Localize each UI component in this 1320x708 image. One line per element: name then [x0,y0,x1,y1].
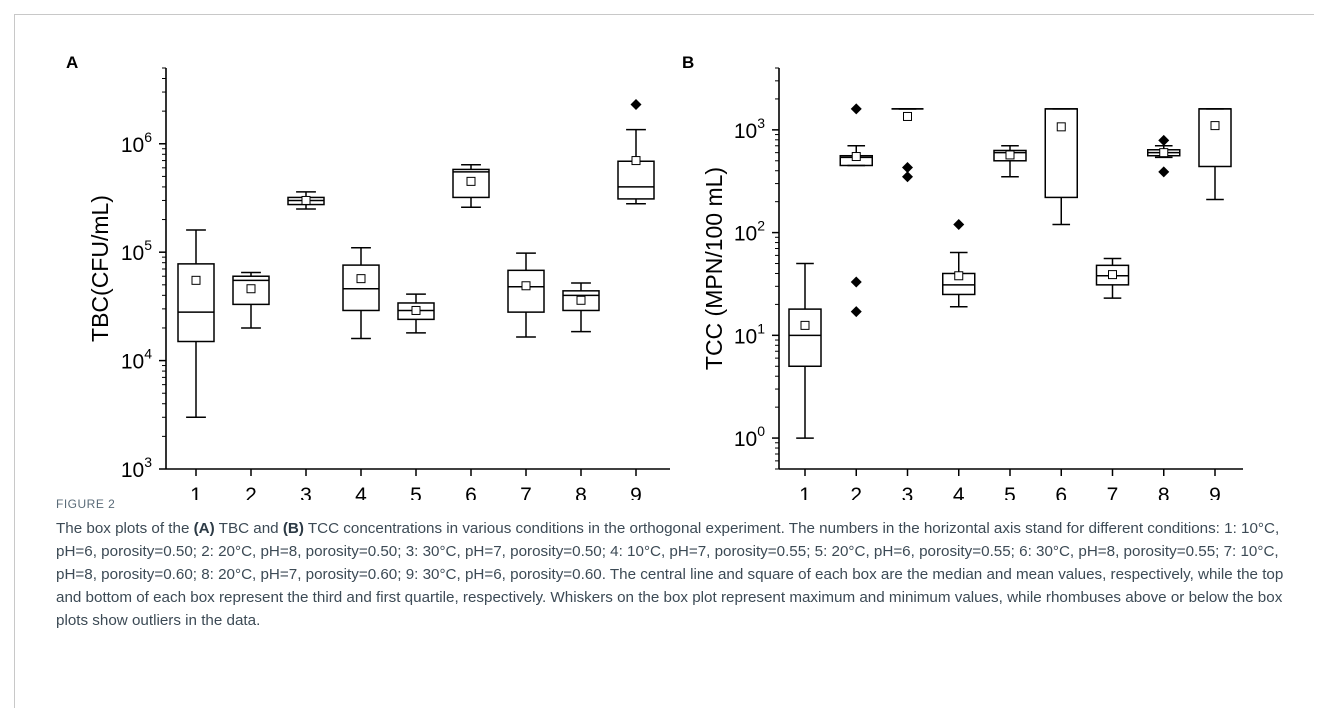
box-4 [942,218,976,308]
box-iqr [342,264,380,312]
outlier-marker [850,306,862,318]
x-tick-label: 8 [575,484,587,500]
x-tick-label: 3 [300,484,312,500]
mean-marker [466,176,476,186]
x-tick-label: 4 [355,484,367,500]
mean-marker [1005,150,1015,160]
y-tick-label: 103 [734,115,765,143]
figure-frame [14,14,1314,708]
box-5 [397,293,435,334]
box-9 [617,99,655,205]
caption-text: The box plots of the (A) TBC and (B) TCC… [56,517,1306,632]
y-tick-label: 106 [121,129,152,157]
y-tick-label: 100 [734,423,765,451]
box-2 [232,271,270,329]
box-8 [1147,134,1181,178]
box-6 [452,164,490,208]
x-tick-label: 8 [1158,484,1170,500]
mean-marker [631,156,641,166]
mean-marker [1108,270,1117,280]
mean-marker [301,195,311,205]
figure-caption: FIGURE 2 The box plots of the (A) TBC an… [56,497,1306,632]
x-tick-label: 6 [465,484,477,500]
mean-marker [1056,122,1066,132]
x-tick-label: 2 [245,484,257,500]
caption-part-2: TBC and [214,520,283,537]
outlier-marker [1158,134,1170,146]
mean-marker [191,275,201,285]
outlier-marker [902,162,913,174]
box-3 [287,191,325,210]
box-1 [788,262,822,439]
mean-marker [246,284,256,294]
mean-marker [1159,148,1169,158]
box-5 [993,145,1027,178]
y-tick-label: 101 [734,320,765,348]
y-tick-label: 103 [121,454,152,482]
box-9 [1198,108,1232,201]
mean-marker [576,295,586,305]
x-tick-label: 5 [1004,484,1016,500]
box-3 [891,108,924,183]
mean-marker [1210,121,1220,131]
box-iqr [1198,108,1232,168]
caption-part-3: TCC concentrations in various conditions… [56,520,1284,629]
x-tick-label: 1 [799,484,811,500]
y-tick-label: 104 [121,346,152,374]
mean-marker [851,152,861,162]
box-iqr [617,160,655,200]
mean-marker [356,274,366,284]
outlier-marker [902,171,913,183]
box-iqr [788,308,822,368]
box-8 [562,282,600,333]
mean-marker [521,281,531,291]
box-7 [1095,257,1130,299]
x-tick-label: 7 [520,484,532,500]
box-iqr [507,269,545,313]
mean-marker [954,271,964,281]
mean-marker [800,320,810,330]
x-tick-label: 1 [190,484,202,500]
chart-panel-a: A 103 104 105 106 TBC(CFU/mL) 1 2 3 4 5 6 7 8 9 [66,53,670,500]
y-axis-title: TCC (MPN/100 mL) [701,167,727,370]
outlier-marker [953,218,965,230]
outlier-marker [850,276,862,288]
y-axis-title: TBC(CFU/mL) [87,195,113,342]
caption-part-1: The box plots of the [56,520,194,537]
box-2 [839,103,873,318]
box-iqr [452,168,490,199]
x-tick-label: 9 [1209,484,1221,500]
y-tick-label: 105 [121,237,152,265]
box-iqr [177,263,215,343]
box-6 [1044,108,1078,226]
panel-label: B [682,53,694,72]
outlier-marker [1158,166,1170,178]
x-tick-label: 7 [1107,484,1119,500]
mean-marker [903,111,912,121]
y-tick-label: 102 [734,218,765,246]
figure-label: FIGURE 2 [56,497,116,511]
x-tick-label: 5 [410,484,422,500]
caption-bold-b: (B) [282,520,304,537]
box-iqr [232,275,270,306]
panel-label: A [66,53,78,72]
box-plot-figure: A 103 104 105 106 TBC(CFU/mL) 1 2 3 4 5 6 7 8 9 B 100 101… [66,53,1243,500]
x-tick-label: 9 [630,484,642,500]
chart-panel-b: B 100 101 102 103 TCC (MPN/100 mL) 1 2 3 4 5 6 7 8 9 [682,53,1243,500]
outlier-marker [630,99,642,111]
box-iqr [562,290,600,312]
box-4 [342,246,380,340]
x-tick-label: 2 [850,484,862,500]
caption-bold-a: (A) [193,520,215,537]
mean-marker [411,305,421,315]
box-iqr [1044,108,1078,199]
x-tick-label: 6 [1055,484,1067,500]
box-7 [507,252,545,338]
outlier-marker [850,103,862,115]
box-1 [177,229,215,419]
x-tick-label: 4 [953,484,965,500]
x-tick-label: 3 [902,484,914,500]
